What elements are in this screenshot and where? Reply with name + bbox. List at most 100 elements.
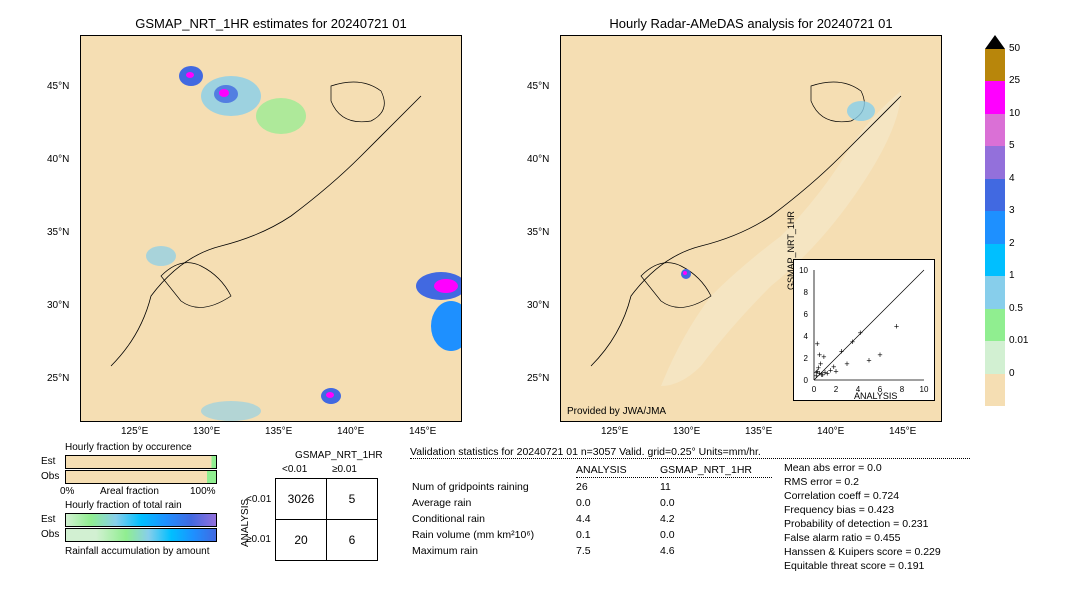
cb-tick-label: 10 [1009,108,1020,119]
cb-tick-label: 0.5 [1009,303,1023,314]
colorbar: 502510543210.50.010 [985,35,1005,420]
cb-segment [985,114,1005,146]
svg-text:+: + [815,339,820,349]
vrow-b: 0.0 [660,528,772,542]
vh2: GSMAP_NRT_1HR [660,463,772,478]
svg-text:+: + [877,350,882,360]
vrow-a: 0.0 [576,496,658,510]
xtick: 130°E [193,426,220,437]
cb-segment [985,309,1005,341]
cb-tick-label: 3 [1009,205,1015,216]
cont-cell: 3026 [276,479,327,520]
ytick: 35°N [47,227,69,238]
svg-text:4: 4 [804,332,809,341]
cont-cell: 5 [327,479,378,520]
vrow-b: 11 [660,480,772,494]
occ-est-bar: Est [65,455,217,469]
ytick: 35°N [527,227,549,238]
cb-segment [985,374,1005,406]
svg-text:8: 8 [804,288,809,297]
scatter-inset: +++++++++++++++++++++++00224466881010 AN… [793,259,935,401]
rain-footer: Rainfall accumulation by amount [65,546,210,557]
vrow-label: Conditional rain [412,512,574,526]
ytick: 30°N [47,300,69,311]
ytick: 45°N [527,81,549,92]
xtick: 125°E [121,426,148,437]
cont-cell: 20 [276,520,327,561]
vrow-label: Maximum rain [412,544,574,558]
left-map-svg [81,36,461,421]
svg-text:8: 8 [900,385,905,394]
cont-row0: <0.01 [246,494,271,505]
cb-tick-label: 2 [1009,238,1015,249]
contingency-table: 30265 206 [275,478,378,561]
svg-text:+: + [850,337,855,347]
svg-text:+: + [819,370,824,380]
cb-segment [985,49,1005,81]
left-map-title: GSMAP_NRT_1HR estimates for 20240721 01 [81,16,461,31]
xtick: 140°E [337,426,364,437]
cont-col0: <0.01 [282,464,307,475]
cb-tick-label: 4 [1009,173,1015,184]
occ-axis-right: 100% [190,486,216,497]
svg-text:0: 0 [812,385,817,394]
occ-title: Hourly fraction by occurence [65,442,192,453]
scatter-xlabel: ANALYSIS [854,391,897,401]
occ-axis-left: 0% [60,486,74,497]
vstat-row: Hanssen & Kuipers score = 0.229 [784,545,941,559]
vrow-a: 4.4 [576,512,658,526]
occ-row-label: Est [41,456,55,467]
vrow-label: Num of gridpoints raining [412,480,574,494]
cb-segment [985,81,1005,113]
xtick: 140°E [817,426,844,437]
vrow-label: Rain volume (mm km²10⁶) [412,528,574,542]
cb-tick-label: 0.01 [1009,335,1028,346]
provided-label: Provided by JWA/JMA [567,406,666,417]
vrow-b: 4.2 [660,512,772,526]
total-rain-obs: Obs [65,528,217,542]
vstat-row: False alarm ratio = 0.455 [784,531,941,545]
cb-top-triangle [985,35,1005,49]
svg-text:10: 10 [799,266,808,275]
vstat-row: Probability of detection = 0.231 [784,517,941,531]
cb-tick-label: 0 [1009,368,1015,379]
svg-text:6: 6 [804,310,809,319]
vstat-row: Mean abs error = 0.0 [784,461,941,475]
rain-row-label: Est [41,514,55,525]
left-map-panel: GSMAP_NRT_1HR estimates for 20240721 01 … [80,35,462,422]
rain-row-label: Obs [41,529,59,540]
validation-title: Validation statistics for 20240721 01 n=… [410,446,970,459]
total-rain-title: Hourly fraction of total rain [65,500,182,511]
xtick: 130°E [673,426,700,437]
ytick: 45°N [47,81,69,92]
svg-text:+: + [814,368,819,378]
svg-text:2: 2 [804,354,809,363]
right-map-panel: Hourly Radar-AMeDAS analysis for 2024072… [560,35,942,422]
cb-segment [985,179,1005,211]
scatter-svg: +++++++++++++++++++++++00224466881010 [794,260,934,400]
vstat-row: RMS error = 0.2 [784,475,941,489]
validation-block: Validation statistics for 20240721 01 n=… [410,446,970,573]
vstat-row: Frequency bias = 0.423 [784,503,941,517]
cb-segment [985,244,1005,276]
vrow-b: 4.6 [660,544,772,558]
svg-text:+: + [831,362,836,372]
svg-text:10: 10 [920,385,929,394]
vh0 [412,463,574,478]
svg-text:+: + [858,328,863,338]
validation-stats: Mean abs error = 0.0RMS error = 0.2Corre… [784,461,941,573]
xtick: 125°E [601,426,628,437]
cb-segment [985,146,1005,178]
occ-obs-bar: Obs [65,470,217,484]
cb-segment [985,276,1005,308]
ytick: 30°N [527,300,549,311]
right-map-title: Hourly Radar-AMeDAS analysis for 2024072… [561,16,941,31]
cont-col1: ≥0.01 [332,464,357,475]
ytick: 25°N [527,373,549,384]
total-rain-est: Est [65,513,217,527]
cb-tick-label: 1 [1009,270,1015,281]
xtick: 135°E [745,426,772,437]
vrow-a: 7.5 [576,544,658,558]
cb-tick-label: 5 [1009,140,1015,151]
cb-segment [985,341,1005,373]
